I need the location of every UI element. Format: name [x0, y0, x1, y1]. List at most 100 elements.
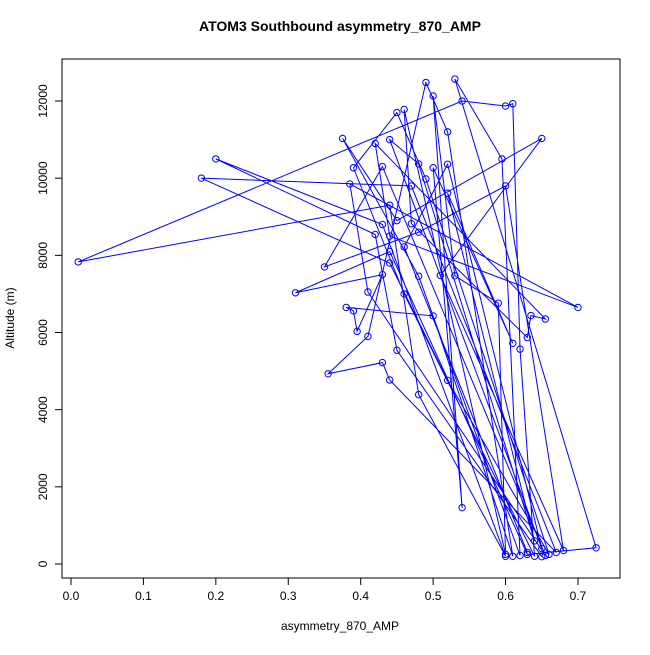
point: [538, 552, 546, 561]
point: [509, 339, 517, 348]
point: [291, 289, 300, 297]
point: [494, 299, 503, 307]
point: [378, 358, 387, 367]
point: [443, 128, 452, 136]
point: [501, 182, 510, 190]
point: [498, 155, 506, 163]
point: [385, 201, 394, 209]
point: [378, 220, 387, 229]
point: [501, 552, 510, 560]
point: [385, 135, 394, 144]
y-tick-label: 4000: [36, 396, 50, 423]
point: [429, 164, 437, 172]
point: [501, 550, 510, 559]
point: [429, 92, 437, 100]
point: [349, 307, 358, 315]
point: [530, 537, 539, 545]
point: [353, 327, 361, 336]
x-tick-label: 0.6: [497, 589, 514, 603]
point: [592, 544, 600, 552]
point: [523, 548, 531, 557]
point: [422, 175, 430, 183]
point: [429, 312, 437, 320]
point: [523, 333, 531, 342]
point: [320, 263, 329, 271]
point: [385, 259, 394, 267]
y-tick-label: 2000: [36, 473, 50, 500]
point: [451, 272, 459, 280]
line: [78, 78, 597, 557]
point: [349, 164, 358, 172]
point: [545, 550, 553, 559]
point: [559, 546, 568, 555]
point: [346, 180, 354, 188]
x-tick-label: 0.7: [570, 589, 587, 603]
point: [385, 247, 394, 256]
x-tick-label: 0.2: [207, 589, 224, 603]
point: [422, 78, 430, 87]
point: [527, 311, 535, 320]
y-tick-label: 6000: [36, 319, 50, 346]
point: [574, 303, 582, 312]
point: [451, 75, 459, 83]
point: [393, 346, 401, 354]
point: [516, 345, 524, 353]
point: [364, 288, 372, 296]
point: [458, 503, 466, 512]
point: [436, 271, 445, 280]
point: [342, 303, 350, 312]
point: [509, 552, 517, 560]
point: [378, 270, 387, 279]
point: [364, 332, 372, 341]
point: [538, 544, 546, 553]
point: [400, 243, 408, 251]
point: [338, 134, 347, 143]
point: [385, 232, 394, 240]
point: [393, 108, 401, 117]
point: [541, 551, 550, 560]
point: [324, 370, 332, 378]
point: [385, 376, 394, 384]
point: [407, 220, 416, 228]
point: [378, 162, 387, 171]
x-tick-label: 0.5: [425, 589, 442, 603]
point: [538, 134, 546, 143]
x-axis-title: asymmetry_870_AMP: [281, 619, 399, 633]
point: [414, 390, 423, 399]
chart-title: ATOM3 Southbound asymmetry_870_AMP: [199, 18, 481, 34]
point: [74, 258, 82, 266]
x-tick-label: 0.0: [63, 589, 80, 603]
point: [197, 174, 206, 182]
point: [458, 97, 466, 105]
plot-box: [61, 58, 621, 579]
point: [530, 552, 539, 560]
x-tick-label: 0.1: [135, 589, 152, 603]
point: [414, 160, 423, 168]
y-tick-label: 10000: [36, 161, 50, 195]
point: [443, 189, 452, 197]
point: [414, 228, 423, 236]
point: [414, 272, 423, 280]
x-tick-label: 0.4: [352, 589, 369, 603]
point: [501, 102, 510, 110]
point: [443, 376, 452, 385]
point: [400, 105, 408, 114]
point: [212, 155, 220, 163]
y-tick-label: 0: [36, 560, 50, 567]
point: [516, 551, 524, 560]
x-tick-label: 0.3: [280, 589, 297, 603]
y-tick-label: 8000: [36, 242, 50, 269]
point: [393, 216, 401, 225]
point: [443, 160, 452, 168]
point: [371, 139, 379, 148]
point: [400, 290, 408, 298]
point: [509, 100, 517, 108]
y-tick-label: 12000: [36, 84, 50, 118]
point: [523, 550, 531, 559]
y-axis-title: Altitude (m): [3, 287, 17, 348]
point: [541, 315, 550, 323]
point: [407, 182, 416, 190]
point: [371, 230, 379, 239]
